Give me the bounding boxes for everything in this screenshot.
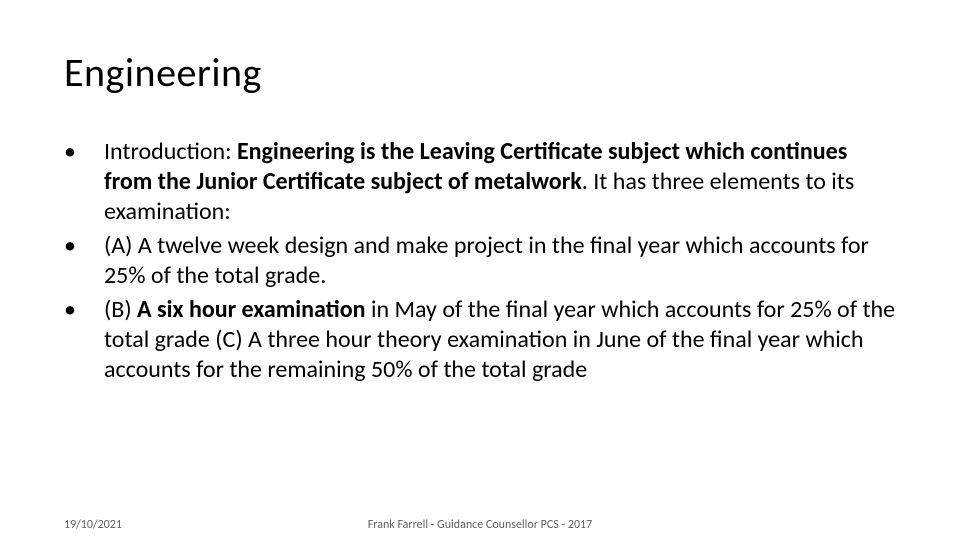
bullet-pre: Introduction: (104, 137, 237, 166)
bullet-pre: (B) (104, 295, 137, 324)
bullet-item: • (A) A twelve week design and make proj… (64, 231, 896, 291)
bullet-bold: A six hour examination (137, 295, 365, 324)
bullet-item: • (B) A six hour examination in May of t… (64, 295, 896, 385)
bullet-text: (B) A six hour examination in May of the… (82, 295, 896, 385)
bullet-dot: • (64, 231, 82, 291)
body-text: • Introduction: Engineering is the Leavi… (64, 137, 896, 385)
slide: Engineering • Introduction: Engineering … (0, 0, 960, 540)
bullet-dot: • (64, 137, 82, 227)
footer-author: Frank Farrell - Guidance Counsellor PCS … (0, 518, 960, 532)
bullet-dot: • (64, 295, 82, 385)
bullet-item: • Introduction: Engineering is the Leavi… (64, 137, 896, 227)
bullet-text: Introduction: Engineering is the Leaving… (82, 137, 896, 227)
page-title: Engineering (64, 48, 896, 97)
bullet-text: (A) A twelve week design and make projec… (82, 231, 896, 291)
bullet-pre: (A) A twelve week design and make projec… (104, 231, 869, 290)
